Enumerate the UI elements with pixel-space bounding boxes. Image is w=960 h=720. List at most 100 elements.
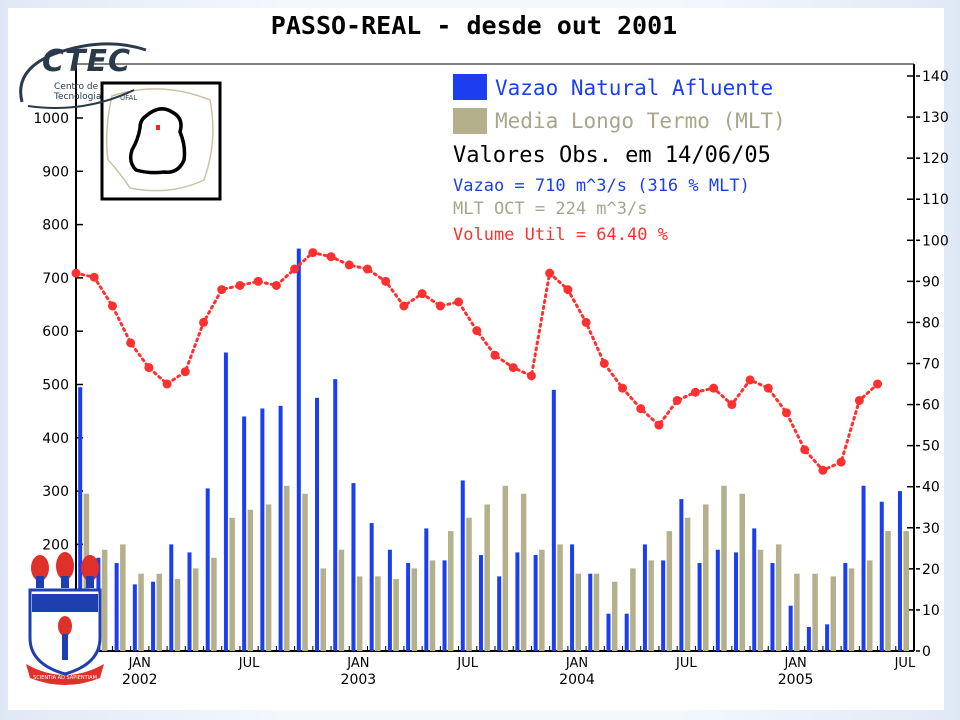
bar-mlt	[466, 517, 472, 651]
left-y-tick-label: 900	[42, 164, 69, 180]
bar-mlt	[684, 517, 691, 651]
bar-mlt	[830, 576, 837, 651]
observed-volume: Volume Util = 64.40 %	[453, 225, 668, 245]
volume-util-point	[490, 350, 500, 360]
bar-vazao	[551, 389, 556, 651]
left-y-tick-label: 600	[42, 324, 69, 340]
bar-vazao	[606, 613, 611, 651]
bar-mlt	[138, 573, 144, 651]
bar-mlt	[557, 544, 563, 651]
right-y-tick-label: 40	[922, 480, 940, 496]
volume-util-point	[253, 276, 263, 286]
volume-util-point	[472, 326, 482, 336]
x-tick-label-year: 2005	[778, 672, 814, 688]
volume-util-point	[781, 408, 791, 418]
volume-util-point	[836, 457, 846, 467]
volume-util-point	[344, 260, 354, 270]
ctec-logo-name: CTEC	[42, 44, 131, 79]
bar-vazao	[570, 544, 575, 651]
legend-swatch-mlt	[453, 108, 487, 134]
bar-mlt	[120, 544, 126, 651]
volume-util-point	[417, 289, 427, 299]
x-tick-label-month: JUL	[456, 656, 478, 671]
bar-mlt	[284, 485, 290, 651]
bar-mlt	[320, 568, 326, 651]
ctec-logo-org: UFAL	[120, 94, 138, 102]
bar-vazao	[661, 560, 666, 651]
volume-util-point	[618, 383, 628, 393]
bar-vazao	[333, 379, 338, 651]
left-y-tick-label: 800	[42, 218, 69, 234]
right-y-tick-label: 10	[922, 603, 940, 619]
bar-vazao	[369, 523, 374, 651]
bar-vazao	[78, 387, 83, 651]
x-tick-label-month: JAN	[783, 656, 806, 671]
bar-vazao	[806, 627, 811, 651]
bar-mlt	[484, 504, 490, 651]
bar-mlt	[885, 531, 891, 651]
volume-util-point	[199, 317, 209, 327]
bar-vazao	[734, 552, 739, 651]
volume-util-point	[399, 301, 409, 311]
bar-vazao	[205, 488, 210, 651]
volume-util-point	[636, 404, 646, 414]
left-y-tick-label: 700	[42, 271, 69, 287]
bar-vazao	[588, 573, 593, 651]
bar-vazao	[406, 563, 411, 651]
volume-util-point	[563, 285, 573, 295]
bar-vazao	[424, 528, 429, 651]
basin-location-map	[100, 81, 222, 201]
bar-vazao	[315, 397, 320, 651]
right-y-tick-label: 50	[922, 439, 940, 455]
volume-util-point	[581, 317, 591, 327]
legend-label-mlt: Media Longo Termo (MLT)	[495, 109, 786, 133]
university-crest: SCIENTIA AD SAPIENTIAM	[26, 552, 104, 685]
bar-mlt	[703, 504, 709, 651]
bar-vazao	[533, 555, 538, 651]
bar-mlt	[721, 485, 727, 651]
volume-util-point	[180, 367, 190, 377]
volume-util-point	[599, 359, 609, 368]
bar-mlt	[666, 531, 673, 651]
bar-vazao	[242, 416, 247, 651]
volume-util-point	[727, 400, 737, 410]
volume-util-point	[271, 280, 281, 290]
volume-util-point	[89, 272, 99, 282]
bar-mlt	[648, 560, 654, 651]
right-y-tick-label: 100	[922, 233, 949, 249]
bar-mlt	[411, 568, 418, 651]
bar-mlt	[192, 568, 199, 651]
bar-vazao	[770, 563, 775, 651]
x-tick-label-year: 2002	[122, 672, 158, 688]
volume-util-point	[454, 297, 464, 307]
bar-mlt	[302, 493, 308, 651]
bar-vazao	[697, 563, 702, 651]
left-y-tick-label: 1000	[33, 111, 69, 127]
crest-band	[32, 594, 98, 612]
volume-util-point	[854, 395, 864, 405]
bar-mlt	[757, 549, 764, 651]
bar-vazao	[351, 483, 356, 651]
volume-util-point	[435, 301, 445, 311]
dam-marker	[156, 125, 160, 130]
volume-util-point	[290, 264, 300, 274]
volume-util-point	[362, 264, 372, 274]
bar-vazao	[788, 605, 793, 651]
volume-util-point	[763, 383, 773, 393]
volume-util-point	[672, 395, 682, 405]
bar-vazao	[387, 549, 392, 651]
crest-torch-handle	[62, 634, 68, 660]
bar-mlt	[611, 581, 618, 651]
right-y-tick-label: 20	[922, 562, 940, 578]
volume-util-line	[74, 250, 880, 473]
bar-mlt	[739, 493, 745, 651]
bar-vazao	[223, 352, 228, 651]
crest-ribbon	[26, 664, 104, 685]
right-y-tick-label: 140	[922, 69, 949, 85]
bar-mlt	[356, 576, 363, 651]
bar-mlt	[593, 573, 600, 651]
bar-mlt	[520, 493, 527, 651]
bar-vazao	[515, 552, 520, 651]
chart-legend: Vazao Natural Afluente Media Longo Termo…	[453, 74, 786, 134]
bar-mlt	[447, 531, 454, 651]
